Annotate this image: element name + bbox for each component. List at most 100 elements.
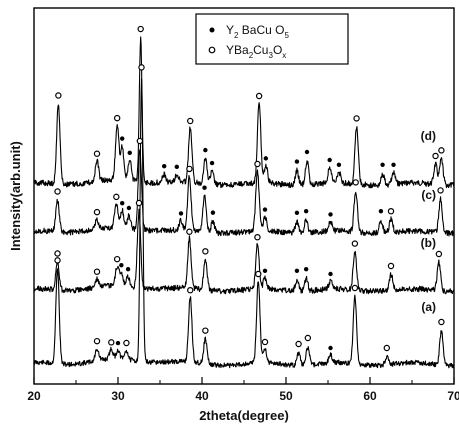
pattern-label-0: (a) [421,300,436,314]
pattern-curve-3 [33,36,455,189]
ybco-marker-3-20 [432,152,439,160]
y-axis-title: Intensity(arb.unit) [8,141,23,251]
ybco-marker-2-0 [54,188,61,195]
y211-marker-1-11 [303,266,309,272]
y211-marker-2-11 [262,207,268,212]
ybco-marker-1-8 [254,233,261,241]
pattern-label-2: (c) [421,188,436,202]
ybco-marker-1-14 [387,262,395,270]
ybco-marker-0-13 [351,284,359,292]
ybco-marker-3-21 [438,147,445,154]
ybco-marker-2-1 [93,208,101,216]
ybco-marker-2-5 [136,137,144,145]
ybco-marker-2-10 [254,160,261,168]
y211-marker-3-19 [391,162,396,167]
y211-marker-2-14 [328,212,333,217]
y211-marker-3-3 [120,136,125,141]
y211-marker-3-18 [380,162,385,167]
y211-marker-3-15 [327,157,332,163]
phase-markers [54,25,445,352]
y211-marker-2-9 [210,210,216,215]
y211-marker-2-4 [126,205,132,211]
pattern-label-1: (b) [421,236,436,250]
y211-marker-2-13 [303,208,309,214]
ybco-marker-2-15 [352,179,359,186]
legend-entry-0: Y2 BaCu O5 [226,23,290,40]
ybco-marker-0-1 [93,337,101,345]
x-axis-ticks: 20 30 40 50 60 70 [27,377,459,403]
y211-marker-2-3 [120,200,125,206]
x-tick-label-5: 70 [447,389,459,403]
y211-marker-3-4 [127,150,132,156]
ybco-marker-0-6 [187,286,194,294]
ybco-marker-2-18 [437,187,444,194]
y211-marker-3-7 [174,164,179,170]
pattern-label-3: (d) [421,129,436,143]
y211-marker-0-3 [115,340,121,346]
ybco-marker-3-8 [187,117,194,125]
ybco-marker-3-1 [93,150,101,157]
y211-marker-2-16 [378,209,384,214]
y211-marker-1-3 [119,262,124,268]
ybco-marker-1-1 [93,268,101,275]
y211-marker-3-16 [336,162,342,167]
ybco-marker-2-17 [387,207,395,215]
ybco-marker-3-11 [255,92,263,100]
y211-marker-2-6 [178,211,184,216]
ybco-marker-2-7 [186,165,193,173]
y211-marker-3-14 [304,149,310,155]
x-tick-label-4: 60 [363,389,377,403]
x-axis-title: 2theta(degree) [199,408,289,423]
pattern-curve-1 [33,208,455,295]
y211-marker-0-12 [328,345,333,351]
pattern-curve-2 [33,149,455,237]
ybco-marker-0-15 [438,318,445,326]
ybco-marker-0-0 [54,257,61,264]
y211-marker-3-6 [162,163,167,169]
ybco-marker-1-13 [351,240,359,247]
ybco-marker-1-0 [54,250,61,257]
x-tick-label-2: 40 [195,389,209,403]
ybco-marker-0-8 [255,270,262,278]
y211-marker-2-8 [202,185,207,190]
x-tick-label-3: 50 [279,389,293,403]
ybco-marker-3-0 [55,92,62,99]
pattern-curves [33,36,455,369]
legend-marker-filled [209,27,215,33]
y211-marker-1-10 [294,268,300,273]
y211-marker-3-10 [209,160,215,166]
y211-marker-1-4 [125,266,131,272]
x-tick-label-1: 30 [111,389,125,403]
legend-marker-open [208,46,216,54]
y211-marker-2-12 [294,210,300,215]
y211-marker-3-9 [203,147,208,153]
ybco-marker-0-11 [304,334,312,342]
ybco-marker-0-2 [108,339,115,346]
ybco-marker-0-5 [138,64,145,71]
ybco-marker-1-5 [135,199,143,207]
legend-box [195,13,349,65]
legend: Y2 BaCu O5 YBa2Cu3Ox [195,13,349,65]
ybco-marker-1-2 [113,255,121,263]
ybco-marker-2-2 [113,193,120,201]
y211-marker-1-9 [262,268,268,273]
ybco-marker-1-15 [435,250,443,258]
ybco-marker-3-2 [113,114,121,122]
ybco-marker-3-17 [353,115,360,122]
ybco-marker-0-10 [295,340,302,348]
ybco-marker-0-4 [123,339,130,347]
pattern-labels: (a) (b) (c) (d) [421,129,436,314]
ybco-marker-0-14 [383,344,390,352]
ybco-marker-0-7 [202,327,209,334]
y211-marker-3-13 [294,159,300,164]
ybco-marker-1-6 [186,228,193,235]
pattern-curve-0 [33,78,455,369]
ybco-marker-3-5 [137,25,144,33]
y211-marker-1-12 [328,271,333,277]
x-tick-label-0: 20 [27,389,41,403]
legend-entry-1: YBa2Cu3Ox [226,43,286,60]
ybco-marker-1-7 [202,248,209,255]
ybco-marker-0-9 [261,338,269,346]
y211-marker-3-12 [263,156,269,161]
